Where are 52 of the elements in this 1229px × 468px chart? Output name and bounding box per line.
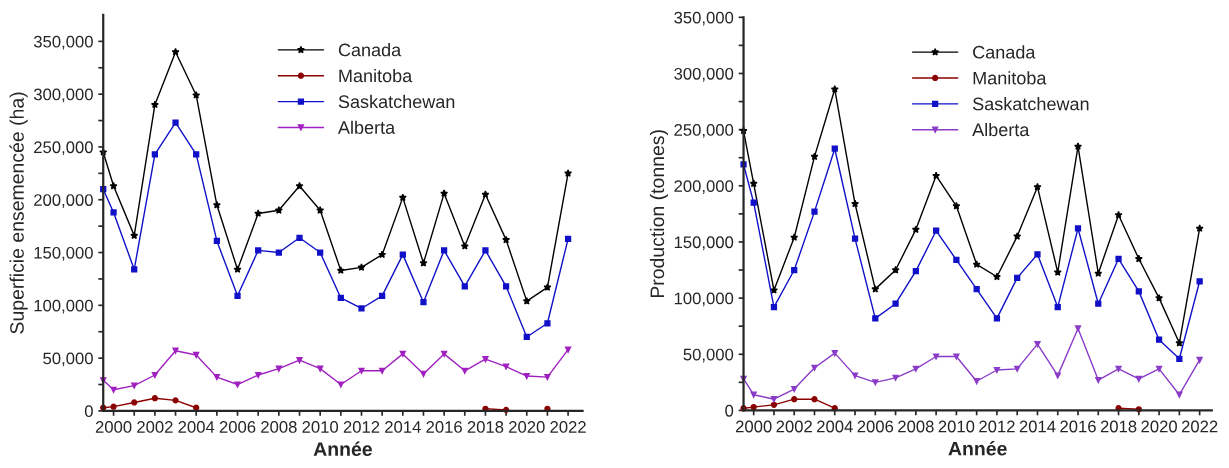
x-tick-label: 2012 (343, 421, 380, 433)
y-tick-label: 200,000 (34, 194, 93, 208)
x-tick-label: 2000 (735, 420, 772, 433)
x-tick-label: 2000 (95, 421, 132, 433)
y-tick-label: 200,000 (674, 180, 734, 194)
x-tick-label: 2012 (979, 420, 1015, 433)
y-tick-label: 0 (725, 404, 734, 417)
x-tick-label: 2014 (385, 421, 421, 433)
x-tick-label: 2010 (302, 421, 339, 433)
legend-label: Saskatchewan (338, 94, 455, 109)
x-axis-title: Année (948, 441, 1007, 456)
x-tick-label: 2014 (1019, 420, 1056, 433)
y-tick-label: 350,000 (33, 35, 93, 50)
y-tick-label: 300,000 (33, 88, 93, 103)
y-axis-title: Production (tonnes) (649, 130, 669, 298)
x-tick-label: 2008 (898, 420, 934, 433)
y-tick-label: 150,000 (674, 236, 734, 251)
x-tick-label: 2008 (261, 421, 297, 433)
y-tick-label: 300,000 (674, 67, 734, 82)
x-tick-label: 2002 (776, 420, 812, 433)
x-tick-label: 2016 (1060, 420, 1096, 433)
legend-label: Alberta (972, 122, 1030, 137)
x-tick-label: 2010 (938, 420, 975, 433)
legend-label: Manitoba (339, 68, 413, 83)
x-axis-title: Année (313, 441, 372, 456)
legend-label: Canada (338, 43, 402, 57)
x-tick-label: 2006 (219, 421, 256, 433)
x-tick-label: 2022 (1181, 420, 1218, 433)
x-tick-label: 2020 (1141, 420, 1177, 433)
x-tick-label: 2022 (550, 421, 586, 433)
y-tick-label: 250,000 (34, 141, 93, 156)
x-tick-label: 2004 (178, 421, 215, 433)
y-tick-label: 50,000 (683, 348, 734, 363)
y-tick-label: 350,000 (674, 11, 734, 26)
x-tick-label: 2006 (857, 420, 894, 433)
y-tick-label: 150,000 (34, 246, 93, 261)
x-tick-label: 2018 (467, 421, 504, 433)
y-tick-label: 100,000 (34, 299, 93, 314)
x-tick-label: 2020 (509, 421, 545, 433)
legend-label: Manitoba (973, 71, 1047, 85)
y-tick-label: 50,000 (43, 352, 93, 367)
legend-label: Canada (973, 45, 1036, 59)
y-tick-label: 0 (84, 405, 93, 418)
x-tick-label: 2018 (1100, 420, 1137, 433)
x-tick-label: 2016 (426, 421, 462, 433)
x-tick-label: 2002 (137, 421, 173, 433)
legend-label: Saskatchewan (972, 97, 1089, 111)
x-tick-label: 2004 (817, 420, 853, 433)
legend-label: Alberta (337, 120, 396, 134)
y-axis-title: Superficie ensemencée (ha) (9, 92, 28, 334)
y-tick-label: 250,000 (674, 124, 734, 138)
y-tick-label: 100,000 (674, 292, 734, 307)
